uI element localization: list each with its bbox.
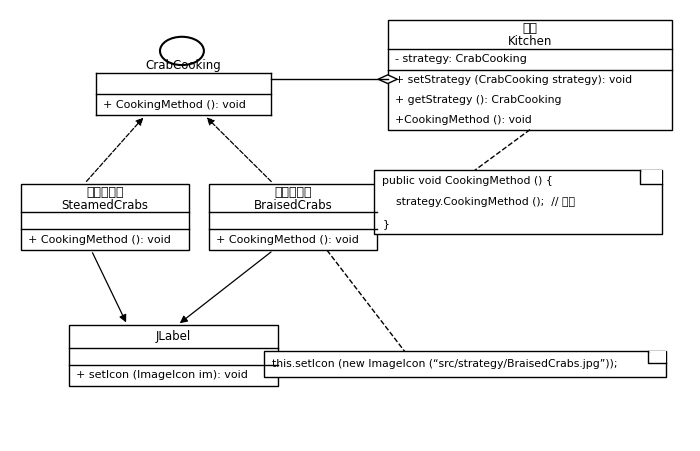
Text: + setStrategy (CrabCooking strategy): void: + setStrategy (CrabCooking strategy): vo…: [395, 75, 631, 85]
Text: + CookingMethod (): void: + CookingMethod (): void: [216, 235, 359, 244]
Text: 清蒸大闸蟹: 清蒸大闸蟹: [86, 186, 123, 198]
Text: }: }: [382, 219, 389, 229]
Polygon shape: [640, 170, 662, 184]
Text: CrabCooking: CrabCooking: [146, 59, 221, 72]
Text: + setIcon (ImageIcon im): void: + setIcon (ImageIcon im): void: [76, 370, 248, 380]
Bar: [374, 170, 662, 235]
Text: SteamedCrabs: SteamedCrabs: [62, 198, 148, 212]
Text: BraisedCrabs: BraisedCrabs: [254, 198, 332, 212]
Text: 红烧大闸蟹: 红烧大闸蟹: [274, 186, 312, 198]
Bar: [388, 20, 673, 129]
Bar: [21, 184, 189, 250]
Text: this.setIcon (new ImageIcon (“src/strategy/BraisedCrabs.jpg”));: this.setIcon (new ImageIcon (“src/strate…: [272, 359, 618, 369]
Text: strategy.CookingMethod ();  // 做菜: strategy.CookingMethod (); // 做菜: [382, 197, 575, 207]
Text: 厄房: 厄房: [523, 22, 538, 35]
Bar: [69, 325, 278, 386]
Text: + getStrategy (): CrabCooking: + getStrategy (): CrabCooking: [395, 95, 561, 105]
Text: public void CookingMethod () {: public void CookingMethod () {: [382, 176, 553, 186]
Polygon shape: [378, 75, 398, 83]
Text: JLabel: JLabel: [155, 330, 191, 343]
Polygon shape: [648, 351, 666, 363]
Text: + CookingMethod (): void: + CookingMethod (): void: [27, 235, 171, 244]
Text: +CookingMethod (): void: +CookingMethod (): void: [395, 115, 531, 124]
Bar: [265, 351, 666, 377]
Text: Kitchen: Kitchen: [508, 35, 552, 48]
Text: + CookingMethod (): void: + CookingMethod (): void: [103, 100, 246, 110]
Bar: [209, 184, 377, 250]
Text: - strategy: CrabCooking: - strategy: CrabCooking: [395, 54, 526, 64]
